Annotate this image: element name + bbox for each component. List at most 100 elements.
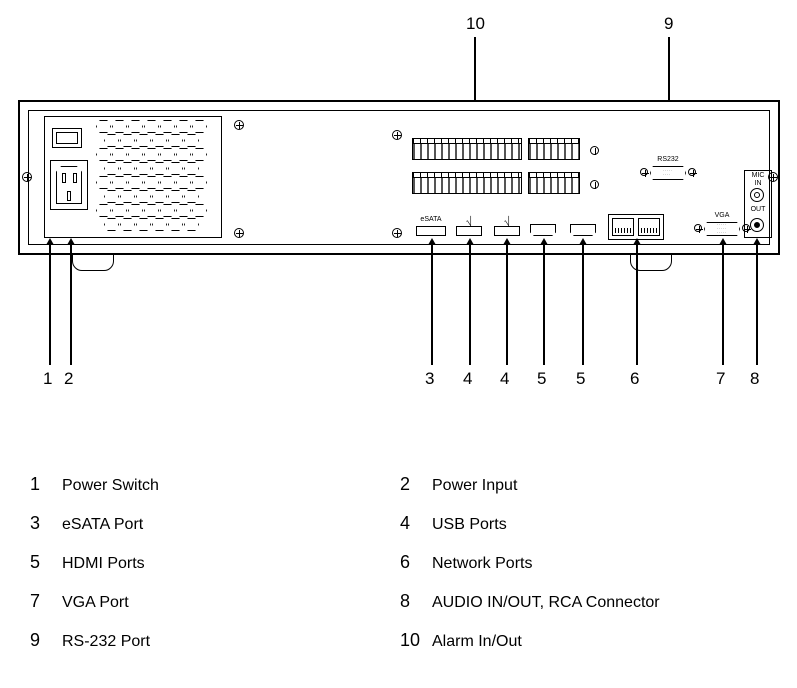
fan-cell <box>144 204 159 217</box>
fan-cell <box>104 218 119 231</box>
callout-number: 4 <box>500 369 509 389</box>
callout-number: 8 <box>750 369 759 389</box>
fan-cell <box>104 162 119 175</box>
fan-cell <box>128 148 143 161</box>
screw <box>688 168 696 176</box>
callout-line <box>636 245 638 365</box>
callout-line <box>543 245 545 365</box>
fan-cell <box>128 176 143 189</box>
legend-number: 7 <box>30 591 62 612</box>
legend-label: USB Ports <box>432 516 507 534</box>
rear-panel-diagram: 109 eSATA ⎷ ⎷ VGA ∙∙∙∙∙∙∙∙∙∙∙∙∙∙∙ RS232 … <box>0 0 797 400</box>
screw <box>234 120 244 130</box>
fan-cell <box>112 176 127 189</box>
arrow-head <box>428 238 436 245</box>
legend-row: 5HDMI Ports6Network Ports <box>30 552 770 573</box>
legend-number: 6 <box>400 552 432 573</box>
fan-cell <box>128 204 143 217</box>
legend-item: 8AUDIO IN/OUT, RCA Connector <box>400 591 770 612</box>
fan-cell <box>128 120 143 133</box>
fan-cell <box>160 176 175 189</box>
esata-label: eSATA <box>418 216 444 223</box>
legend-row: 1Power Switch2Power Input <box>30 474 770 495</box>
legend-item: 9RS-232 Port <box>30 630 400 651</box>
legend-label: Alarm In/Out <box>432 633 522 651</box>
screw <box>590 146 599 155</box>
power-switch <box>52 128 82 148</box>
callout-line <box>582 245 584 365</box>
fan-cell <box>192 148 207 161</box>
legend-row: 9RS-232 Port10Alarm In/Out <box>30 630 770 651</box>
fan-cell <box>152 134 167 147</box>
power-input <box>50 160 88 210</box>
arrow-head <box>719 238 727 245</box>
fan-cell <box>168 190 183 203</box>
fan-cell <box>192 176 207 189</box>
fan-cell <box>144 176 159 189</box>
mic-label: MIC <box>748 172 768 179</box>
vga-label: VGA <box>712 212 732 219</box>
screw <box>694 224 702 232</box>
fan-cell <box>112 148 127 161</box>
fan-cell <box>184 134 199 147</box>
fan-cell <box>144 120 159 133</box>
legend-number: 9 <box>30 630 62 651</box>
legend-number: 5 <box>30 552 62 573</box>
fan-cell <box>96 176 111 189</box>
fan-cell <box>168 134 183 147</box>
legend-number: 10 <box>400 630 432 651</box>
callout-number: 3 <box>425 369 434 389</box>
callout-line <box>49 245 51 365</box>
callout-line <box>756 245 758 365</box>
fan-cell <box>152 190 167 203</box>
legend-item: 5HDMI Ports <box>30 552 400 573</box>
rs232-label: RS232 <box>656 156 680 163</box>
callout-number: 9 <box>664 14 673 34</box>
callout-number: 7 <box>716 369 725 389</box>
legend-number: 2 <box>400 474 432 495</box>
screw <box>392 228 402 238</box>
fan-cell <box>144 148 159 161</box>
fan-cell <box>136 162 151 175</box>
callout-line <box>431 245 433 365</box>
arrow-head <box>753 238 761 245</box>
arrow-head <box>540 238 548 245</box>
legend: 1Power Switch2Power Input3eSATA Port4USB… <box>30 474 770 669</box>
fan-cell <box>176 148 191 161</box>
esata-port <box>416 226 446 236</box>
screw <box>640 168 648 176</box>
arrow-head <box>633 238 641 245</box>
legend-number: 4 <box>400 513 432 534</box>
arrow-head <box>503 238 511 245</box>
audio-out-rca <box>750 218 764 232</box>
fan-cell <box>176 176 191 189</box>
legend-label: RS-232 Port <box>62 633 150 651</box>
usb-port-1 <box>456 226 482 236</box>
screw <box>392 130 402 140</box>
usb-port-2 <box>494 226 520 236</box>
screw <box>22 172 32 182</box>
arrow-head <box>46 238 54 245</box>
fan-cell <box>112 204 127 217</box>
fan-cell <box>184 162 199 175</box>
fan-cell <box>168 162 183 175</box>
callout-number: 2 <box>64 369 73 389</box>
callout-number: 4 <box>463 369 472 389</box>
screw <box>234 228 244 238</box>
rs232-port: ∙∙∙∙∙∙∙∙∙ <box>650 166 686 180</box>
vga-port: ∙∙∙∙∙∙∙∙∙∙∙∙∙∙∙ <box>704 222 740 236</box>
callout-line <box>722 245 724 365</box>
legend-number: 3 <box>30 513 62 534</box>
fan-cell <box>136 218 151 231</box>
callout-number: 6 <box>630 369 639 389</box>
fan-cell <box>176 120 191 133</box>
audio-in-rca <box>750 188 764 202</box>
legend-row: 7VGA Port8AUDIO IN/OUT, RCA Connector <box>30 591 770 612</box>
legend-number: 1 <box>30 474 62 495</box>
arrow-head <box>466 238 474 245</box>
fan-cell <box>152 218 167 231</box>
alarm-terminal-block <box>412 176 522 194</box>
callout-number: 1 <box>43 369 52 389</box>
legend-label: Power Switch <box>62 477 159 495</box>
callout-number: 5 <box>537 369 546 389</box>
